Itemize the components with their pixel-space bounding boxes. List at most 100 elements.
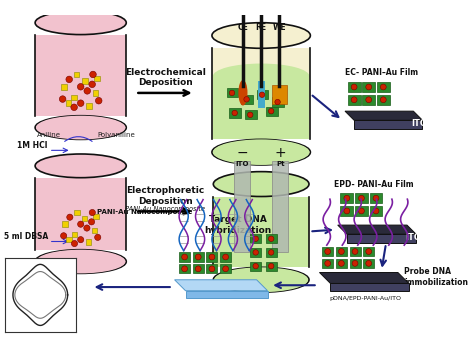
Polygon shape <box>345 111 422 120</box>
Bar <box>241 95 253 104</box>
Bar <box>229 109 241 118</box>
Bar <box>340 193 353 203</box>
Circle shape <box>95 97 102 104</box>
Bar <box>266 234 277 243</box>
Bar <box>193 252 204 261</box>
Circle shape <box>77 100 84 106</box>
FancyBboxPatch shape <box>35 35 126 116</box>
Bar <box>370 206 383 216</box>
Circle shape <box>84 88 91 94</box>
Ellipse shape <box>35 250 126 273</box>
Polygon shape <box>337 225 416 234</box>
Bar <box>336 259 347 268</box>
Bar <box>93 214 99 219</box>
Circle shape <box>268 236 274 242</box>
Circle shape <box>232 110 237 116</box>
Bar <box>207 252 218 261</box>
Circle shape <box>195 254 201 260</box>
Text: Target DNA
hybridization: Target DNA hybridization <box>205 215 272 235</box>
Bar <box>179 252 190 261</box>
Ellipse shape <box>36 250 125 273</box>
Circle shape <box>61 233 67 239</box>
Bar <box>227 88 238 97</box>
Circle shape <box>366 84 372 90</box>
Ellipse shape <box>238 80 247 105</box>
Bar <box>370 193 383 203</box>
Circle shape <box>253 250 258 255</box>
Circle shape <box>351 97 357 103</box>
Circle shape <box>259 92 265 97</box>
Text: Probe DNA
immobilization: Probe DNA immobilization <box>404 267 468 287</box>
Bar <box>250 248 261 257</box>
Polygon shape <box>185 291 267 298</box>
Circle shape <box>366 260 372 266</box>
Bar <box>250 261 261 271</box>
FancyBboxPatch shape <box>213 76 310 139</box>
Bar <box>272 86 287 104</box>
Bar <box>74 210 80 215</box>
Bar <box>66 237 72 243</box>
Bar <box>92 228 97 233</box>
Bar <box>94 76 100 81</box>
Circle shape <box>89 81 95 88</box>
Text: pDNA/EPD-PANI-Au/ITO: pDNA/EPD-PANI-Au/ITO <box>329 296 401 300</box>
Bar <box>86 239 91 245</box>
Text: PANI-Au Nanocomposite: PANI-Au Nanocomposite <box>97 209 192 215</box>
Circle shape <box>275 99 280 105</box>
Circle shape <box>223 254 228 260</box>
Bar <box>74 72 80 77</box>
Bar <box>272 97 284 106</box>
Circle shape <box>229 90 235 96</box>
Circle shape <box>209 266 215 272</box>
Bar <box>362 82 375 92</box>
Text: RE: RE <box>255 23 267 32</box>
Text: −: − <box>236 146 248 160</box>
Text: ITO: ITO <box>405 233 421 242</box>
Ellipse shape <box>212 23 310 48</box>
Ellipse shape <box>36 116 125 139</box>
Text: PANI-Au Nanocomposite: PANI-Au Nanocomposite <box>126 206 206 212</box>
Ellipse shape <box>35 11 126 35</box>
Bar <box>349 247 361 256</box>
Circle shape <box>358 208 365 214</box>
Circle shape <box>89 209 95 216</box>
Bar <box>71 95 77 100</box>
Bar <box>362 95 375 105</box>
Circle shape <box>77 83 84 90</box>
Ellipse shape <box>36 37 125 61</box>
Circle shape <box>352 248 358 254</box>
Circle shape <box>209 254 215 260</box>
Polygon shape <box>347 234 416 243</box>
Bar <box>63 222 68 227</box>
Circle shape <box>344 195 350 201</box>
Circle shape <box>253 263 258 269</box>
Bar <box>322 259 333 268</box>
Text: Pt: Pt <box>276 161 284 167</box>
Bar <box>266 248 277 257</box>
Ellipse shape <box>213 267 309 292</box>
Circle shape <box>182 254 188 260</box>
Ellipse shape <box>35 154 126 178</box>
Bar <box>349 259 361 268</box>
Circle shape <box>66 76 73 83</box>
Circle shape <box>380 97 386 103</box>
Text: Electrophoretic
Deposition: Electrophoretic Deposition <box>127 186 205 206</box>
Bar <box>82 78 88 84</box>
Ellipse shape <box>213 172 309 196</box>
Circle shape <box>78 237 84 243</box>
Bar <box>256 90 268 99</box>
FancyBboxPatch shape <box>214 227 308 267</box>
Circle shape <box>268 250 274 255</box>
Circle shape <box>67 214 73 220</box>
Circle shape <box>338 260 344 266</box>
Circle shape <box>71 104 77 111</box>
Bar <box>220 252 231 261</box>
Circle shape <box>268 109 274 114</box>
Ellipse shape <box>212 139 310 165</box>
Circle shape <box>366 97 372 103</box>
Circle shape <box>244 97 249 102</box>
FancyBboxPatch shape <box>212 48 310 139</box>
Text: 5 ml DBSA: 5 ml DBSA <box>4 232 48 241</box>
Text: +: + <box>274 146 286 160</box>
Circle shape <box>95 234 101 240</box>
